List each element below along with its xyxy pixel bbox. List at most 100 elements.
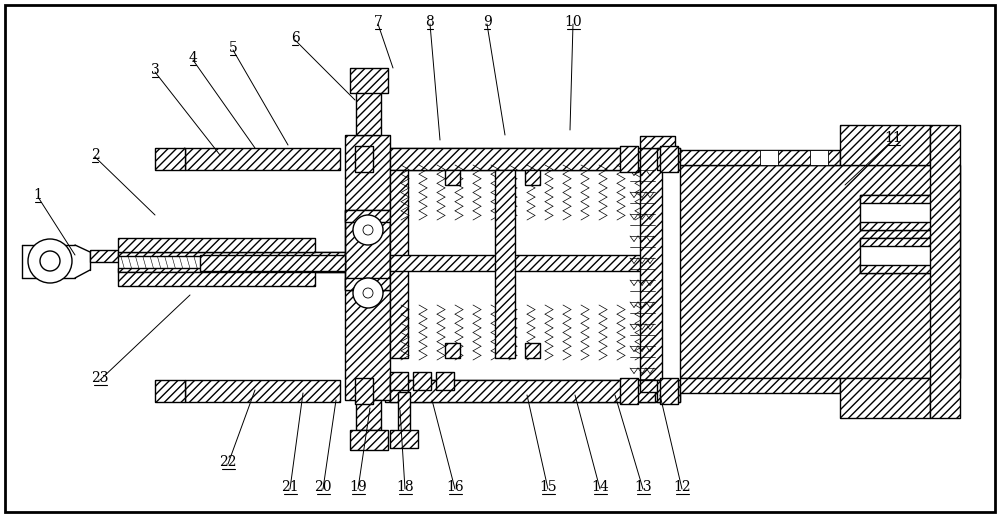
Bar — [185, 148, 340, 170]
Bar — [445, 170, 460, 185]
Text: 15: 15 — [539, 480, 557, 494]
Bar — [390, 372, 408, 390]
Bar — [680, 150, 840, 165]
Bar — [90, 250, 120, 262]
Text: 7: 7 — [374, 15, 382, 29]
Bar — [860, 222, 940, 230]
Text: 22: 22 — [219, 455, 237, 469]
Circle shape — [353, 278, 383, 308]
Bar — [640, 148, 662, 380]
Bar — [660, 146, 678, 172]
Text: 19: 19 — [349, 480, 367, 494]
Bar — [930, 125, 960, 418]
Bar — [200, 255, 345, 271]
Bar — [436, 372, 454, 390]
Bar — [657, 148, 680, 170]
Bar — [118, 252, 345, 272]
Bar — [350, 68, 388, 93]
Bar — [118, 252, 345, 256]
Bar — [345, 210, 390, 222]
Bar — [860, 265, 940, 273]
Bar — [118, 272, 315, 286]
Bar — [660, 146, 678, 172]
Text: 20: 20 — [314, 480, 332, 494]
Bar — [640, 380, 675, 392]
Text: 21: 21 — [281, 480, 299, 494]
Bar — [525, 170, 540, 185]
Bar — [398, 392, 410, 432]
Bar — [385, 380, 680, 402]
Bar — [620, 146, 638, 172]
Bar — [345, 135, 390, 400]
Bar — [356, 90, 381, 135]
Text: 1: 1 — [34, 188, 42, 202]
Bar — [680, 378, 840, 393]
Bar — [840, 125, 930, 165]
Bar — [155, 148, 185, 170]
Bar — [930, 125, 960, 418]
Bar — [840, 378, 930, 418]
Bar — [620, 146, 638, 172]
Text: 12: 12 — [673, 480, 691, 494]
Text: 5: 5 — [229, 41, 237, 55]
Bar — [390, 148, 655, 170]
Bar — [860, 265, 940, 273]
Bar — [118, 268, 345, 272]
Bar — [620, 378, 638, 404]
Bar — [660, 378, 678, 404]
Bar — [345, 210, 390, 222]
Bar — [350, 430, 388, 450]
Bar — [860, 195, 940, 230]
Text: 11: 11 — [884, 131, 902, 145]
Bar — [390, 430, 418, 448]
Circle shape — [363, 225, 373, 235]
Text: 9: 9 — [483, 15, 491, 29]
Bar — [356, 400, 381, 430]
Bar — [810, 150, 828, 165]
Bar — [350, 68, 388, 93]
Bar — [390, 170, 408, 358]
Bar — [760, 150, 778, 165]
Text: 3: 3 — [151, 63, 159, 77]
Bar — [680, 378, 840, 393]
Text: 6: 6 — [291, 31, 299, 45]
Bar — [525, 343, 540, 358]
Bar — [657, 148, 680, 170]
Circle shape — [353, 215, 383, 245]
Bar — [185, 380, 340, 402]
Bar — [155, 380, 185, 402]
Text: 4: 4 — [189, 51, 197, 65]
Bar — [620, 378, 638, 404]
Circle shape — [363, 288, 373, 298]
Text: 23: 23 — [91, 371, 109, 385]
Bar — [680, 165, 960, 378]
Bar — [390, 255, 655, 271]
Text: 13: 13 — [634, 480, 652, 494]
Bar — [90, 250, 120, 262]
Bar — [390, 372, 408, 390]
Bar — [445, 343, 460, 358]
Bar — [200, 255, 345, 271]
Text: 18: 18 — [396, 480, 414, 494]
Bar — [680, 165, 960, 378]
Bar — [860, 222, 940, 230]
Bar — [860, 238, 940, 273]
Bar — [860, 195, 940, 203]
Bar — [385, 148, 680, 170]
Bar — [445, 343, 460, 358]
Bar — [495, 170, 515, 358]
Bar — [185, 148, 340, 170]
Bar — [436, 372, 454, 390]
Bar — [118, 272, 315, 286]
Bar — [640, 136, 675, 148]
Bar — [525, 170, 540, 185]
Text: 8: 8 — [426, 15, 434, 29]
Bar — [385, 148, 680, 170]
Polygon shape — [170, 148, 185, 170]
Bar — [185, 380, 340, 402]
Bar — [390, 148, 655, 170]
Bar — [657, 380, 680, 402]
Text: 10: 10 — [564, 15, 582, 29]
Bar — [640, 136, 675, 148]
Bar — [345, 135, 390, 400]
